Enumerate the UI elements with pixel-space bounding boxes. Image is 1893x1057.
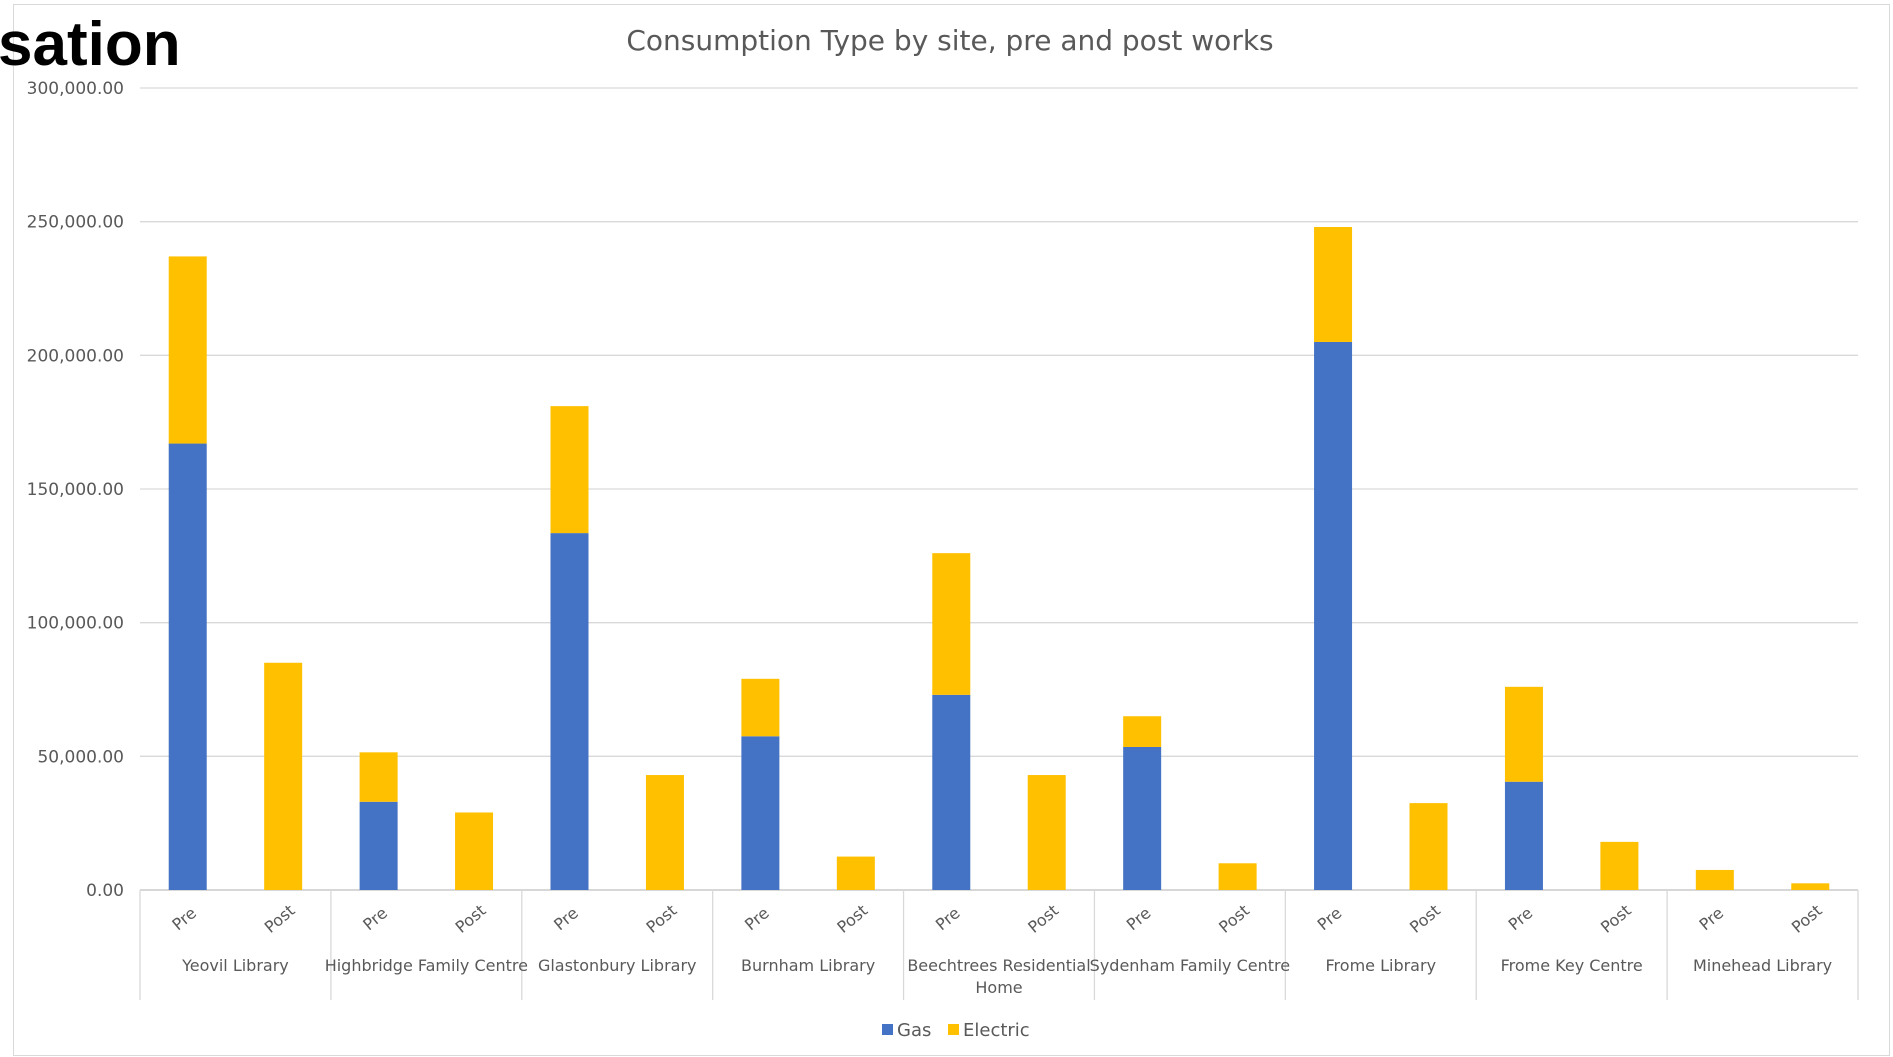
x-subcategory-label: Pre (1695, 903, 1727, 934)
x-subcategory-label: Pre (1314, 903, 1346, 934)
x-category-label: Glastonbury Library (538, 956, 697, 975)
y-tick-label: 250,000.00 (27, 213, 124, 233)
x-subcategory-label: Pre (741, 903, 773, 934)
x-category-label: Burnham Library (741, 956, 875, 975)
x-subcategory-label: Post (1024, 901, 1062, 937)
bar-segment (1695, 869, 1734, 890)
y-tick-label: 150,000.00 (27, 480, 124, 500)
bar-segment (1123, 746, 1162, 890)
bar-segment (1218, 863, 1257, 890)
bar-segment (1504, 686, 1543, 782)
bar-segment (1027, 775, 1066, 890)
bar-segment (1791, 883, 1830, 890)
bar-segment (550, 533, 589, 890)
y-tick-label: 0.00 (86, 881, 124, 901)
bar-segment (168, 256, 207, 444)
x-subcategory-label: Pre (932, 903, 964, 934)
y-tick-label: 200,000.00 (27, 346, 124, 366)
x-category-label: Yeovil Library (181, 956, 289, 975)
x-category-label: Highbridge Family Centre (325, 956, 528, 975)
bar-segment (1504, 781, 1543, 890)
x-subcategory-label: Pre (1123, 903, 1155, 934)
x-category-label: Home (975, 978, 1022, 997)
bar-segment (359, 752, 398, 802)
x-axis: Pre Post Yeovil Library Pre Post Highbridge F… (139, 890, 1859, 1000)
heading-fragment: sation (0, 10, 181, 79)
y-axis: 0.00 50,000.00 100,000.00 150,000.00 200,000… (27, 79, 124, 901)
y-tick-label: 50,000.00 (37, 747, 124, 767)
chart-title: Consumption Type by site, pre and post w… (626, 24, 1273, 57)
x-category-label: Sydenham Family Centre (1090, 956, 1290, 975)
x-subcategory-label: Post (1788, 901, 1826, 937)
x-category-label: Frome Key Centre (1501, 956, 1643, 975)
legend-swatch (948, 1024, 959, 1035)
bar-segment (741, 736, 780, 890)
legend-label: Gas (897, 1020, 931, 1041)
x-subcategory-label: Post (833, 901, 871, 937)
x-subcategory-label: Post (452, 901, 490, 937)
legend-swatch (882, 1024, 893, 1035)
x-subcategory-label: Pre (1505, 903, 1537, 934)
bar-segment (645, 775, 684, 890)
x-subcategory-label: Post (261, 901, 299, 937)
bar-segment (932, 553, 971, 695)
legend: Gas Electric (882, 1020, 1030, 1041)
x-category-label: Minehead Library (1693, 956, 1832, 975)
y-tick-label: 300,000.00 (27, 79, 124, 99)
x-category-label: Beechtrees Residential (907, 956, 1090, 975)
x-subcategory-label: Pre (550, 903, 582, 934)
bar-segment (550, 406, 589, 534)
x-subcategory-label: Pre (359, 903, 391, 934)
x-subcategory-label: Post (642, 901, 680, 937)
bar-segment (264, 662, 303, 890)
bar-segment (1314, 341, 1353, 890)
grid-lines (140, 87, 1858, 891)
bar-segment (1314, 227, 1353, 342)
bar-segment (168, 443, 207, 890)
bar-segment (1600, 841, 1639, 890)
bars (168, 227, 1830, 890)
x-subcategory-label: Post (1406, 901, 1444, 937)
x-subcategory-label: Pre (168, 903, 200, 934)
bar-segment (1123, 716, 1162, 747)
bar-segment (1409, 803, 1448, 890)
legend-label: Electric (963, 1020, 1030, 1041)
bar-segment (836, 856, 875, 890)
y-tick-label: 100,000.00 (27, 614, 124, 634)
x-subcategory-label: Post (1597, 901, 1635, 937)
x-subcategory-label: Post (1215, 901, 1253, 937)
bar-segment (359, 801, 398, 890)
bar-segment (455, 812, 494, 890)
x-category-label: Frome Library (1326, 956, 1437, 975)
bar-segment (932, 694, 971, 890)
bar-segment (741, 678, 780, 737)
